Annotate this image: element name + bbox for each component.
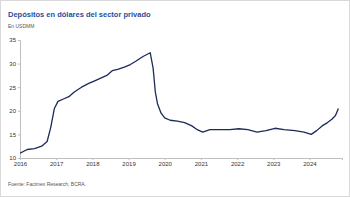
x-tick: 2020 bbox=[159, 158, 173, 167]
x-tick-mark bbox=[92, 158, 93, 160]
x-tick-label: 2020 bbox=[159, 161, 173, 167]
y-tick-mark bbox=[18, 111, 20, 112]
plot bbox=[20, 53, 338, 154]
x-tick-label: 2017 bbox=[50, 161, 64, 167]
x-axis: 2016 2017 2018 2019 2020 2021 2022 2023 2024 bbox=[14, 158, 343, 167]
x-tick-mark bbox=[165, 158, 166, 160]
y-tick-label: 30 bbox=[9, 61, 16, 67]
x-tick: 2016 bbox=[14, 158, 28, 167]
y-tick-label: 35 bbox=[9, 37, 16, 43]
y-tick-mark bbox=[18, 158, 20, 159]
x-tick-mark bbox=[129, 158, 130, 160]
source: Fuente: Facimex Research, BCRA. bbox=[8, 181, 86, 187]
x-tick-label: 2023 bbox=[267, 161, 281, 167]
x-tick-label: 2021 bbox=[195, 161, 209, 167]
x-tick-label: 2018 bbox=[86, 161, 100, 167]
y-tick: 25 bbox=[9, 85, 20, 91]
x-tick: 2017 bbox=[50, 158, 64, 167]
background bbox=[1, 1, 350, 197]
y-tick-label: 20 bbox=[9, 108, 16, 114]
title: Depósitos en dólares del sector privado bbox=[8, 10, 151, 19]
y-tick: 15 bbox=[9, 132, 20, 138]
y-tick: 20 bbox=[9, 108, 20, 114]
x-tick-mark bbox=[20, 158, 21, 160]
x-tick-mark bbox=[201, 158, 202, 160]
y-tick-mark bbox=[18, 40, 20, 41]
y-tick-mark bbox=[18, 134, 20, 135]
line bbox=[20, 53, 338, 154]
y-tick-mark bbox=[18, 87, 20, 88]
x-tick-label: 2022 bbox=[231, 161, 245, 167]
x-tick: 2021 bbox=[195, 158, 209, 167]
y-axis-line bbox=[18, 41, 21, 159]
x-tick-mark bbox=[237, 158, 238, 160]
x-tick: 2019 bbox=[122, 158, 136, 167]
x-tick-mark bbox=[273, 158, 274, 160]
x-tick-mark bbox=[309, 158, 310, 160]
x-tick-label: 2024 bbox=[303, 161, 317, 167]
x-tick: 2018 bbox=[86, 158, 100, 167]
y-axis: 101520253035 bbox=[9, 37, 20, 161]
y-tick-label: 15 bbox=[9, 132, 16, 138]
x-tick: 2023 bbox=[267, 158, 281, 167]
x-tick-label: 2016 bbox=[14, 161, 28, 167]
subtitle: En USDMM bbox=[8, 23, 34, 29]
y-tick-label: 25 bbox=[9, 85, 16, 91]
x-tick-mark bbox=[56, 158, 57, 160]
x-tick-label: 2019 bbox=[122, 161, 136, 167]
y-tick: 35 bbox=[9, 37, 20, 43]
chart: Depósitos en dólares del sector privado E… bbox=[0, 0, 350, 197]
x-axis-line bbox=[21, 159, 343, 161]
x-tick: 2022 bbox=[231, 158, 245, 167]
x-tick: 2024 bbox=[303, 158, 317, 167]
y-tick-mark bbox=[18, 64, 20, 65]
y-tick: 30 bbox=[9, 61, 20, 67]
